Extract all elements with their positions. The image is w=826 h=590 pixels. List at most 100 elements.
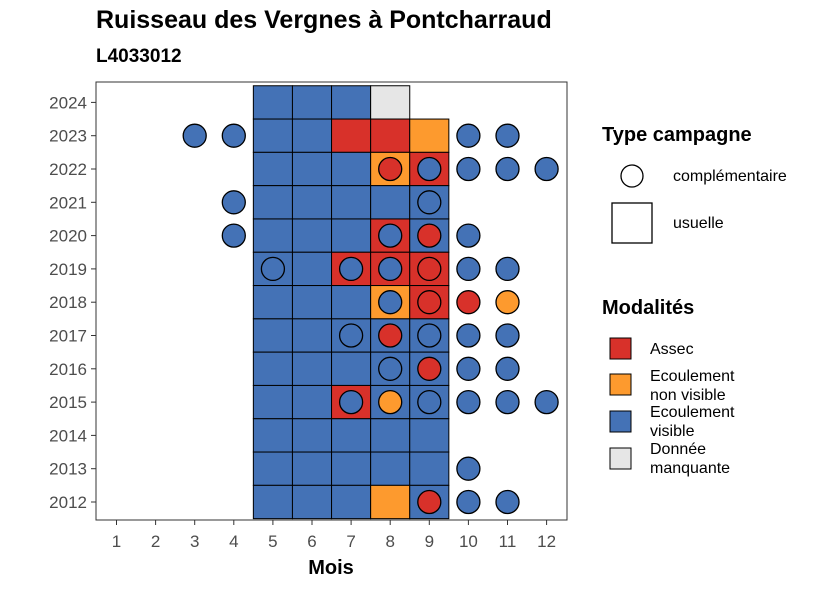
tile-usuelle: [331, 118, 372, 153]
y-tick-label: 2012: [49, 493, 87, 512]
tile-usuelle: [331, 151, 372, 187]
x-tick-label: 10: [459, 532, 478, 551]
point-complementaire: [378, 290, 403, 315]
point-complementaire: [338, 323, 364, 348]
x-axis-label: Mois: [308, 557, 354, 579]
tile-usuelle: [252, 451, 293, 486]
legend-swatch-ecoulement-visible: [609, 410, 632, 433]
point-complementaire: [221, 190, 246, 215]
tile-usuelle: [291, 384, 333, 420]
point-complementaire: [456, 256, 481, 282]
tile-usuelle: [252, 285, 293, 320]
tile-usuelle: [331, 285, 372, 320]
y-tick-label: 2021: [49, 193, 87, 212]
tile-usuelle: [291, 418, 333, 453]
point-complementaire: [534, 389, 559, 415]
tile-usuelle: [370, 418, 411, 453]
x-tick-label: 2: [151, 532, 160, 551]
tile-usuelle: [291, 85, 333, 120]
tile-usuelle: [252, 185, 293, 220]
x-tick-label: 9: [425, 532, 434, 551]
x-axis: 1 2 3 4 5 6 7 8 9 10 11 12: [112, 520, 556, 551]
point-complementaire: [456, 290, 481, 315]
tile-usuelle: [291, 351, 333, 386]
point-complementaire: [260, 256, 286, 282]
point-complementaire: [456, 456, 481, 481]
x-tick-label: 12: [537, 532, 556, 551]
point-complementaire: [378, 156, 403, 182]
point-complementaire: [221, 123, 246, 148]
point-complementaire: [495, 489, 520, 515]
tile-usuelle: [409, 451, 450, 486]
tile-usuelle: [370, 451, 411, 486]
tile-usuelle: [291, 285, 333, 320]
y-tick-label: 2023: [49, 127, 87, 146]
point-complementaire: [417, 156, 442, 182]
tile-usuelle: [409, 118, 450, 153]
legend-type-complementaire: complémentaire: [673, 168, 787, 185]
y-tick-label: 2018: [49, 293, 87, 312]
point-complementaire: [495, 323, 520, 348]
point-complementaire: [417, 256, 442, 282]
chart-title: Ruisseau des Vergnes à Pontcharraud: [96, 6, 552, 34]
legend-type-title: Type campagne: [602, 124, 752, 146]
point-complementaire: [495, 290, 520, 315]
tile-usuelle: [252, 85, 293, 120]
tile-usuelle: [252, 218, 293, 253]
tile-usuelle: [252, 151, 293, 187]
point-complementaire: [417, 323, 442, 348]
tile-usuelle: [331, 185, 372, 220]
point-complementaire: [456, 323, 481, 348]
y-tick-label: 2013: [49, 460, 87, 479]
y-axis: 2012 2013 2014 2015 2016 2017 2018 2019 2020 2021…: [49, 93, 96, 512]
point-complementaire: [534, 156, 559, 182]
point-complementaire: [417, 356, 442, 381]
tile-usuelle: [291, 251, 333, 287]
tile-usuelle: [331, 484, 372, 520]
y-tick-label: 2016: [49, 360, 87, 379]
tile-usuelle: [370, 85, 411, 120]
point-complementaire: [456, 389, 481, 415]
point-complementaire: [378, 389, 403, 415]
point-complementaire: [495, 256, 520, 282]
tile-usuelle: [291, 118, 333, 153]
tile-usuelle: [291, 484, 333, 520]
tile-usuelle: [252, 318, 293, 353]
point-complementaire: [456, 156, 481, 182]
tile-usuelle: [370, 185, 411, 220]
point-complementaire: [456, 223, 481, 248]
legend-swatch-ecoulement-non-visible: [609, 373, 632, 396]
tile-usuelle: [331, 418, 372, 453]
point-complementaire: [495, 123, 520, 148]
legend-shapes: [609, 164, 653, 470]
point-complementaire: [378, 356, 403, 381]
point-complementaire: [417, 223, 442, 248]
point-complementaire: [495, 356, 520, 381]
point-complementaire: [378, 323, 403, 348]
tile-usuelle: [291, 318, 333, 353]
point-complementaire: [456, 489, 481, 515]
point-complementaire: [495, 156, 520, 182]
tile-usuelle: [409, 418, 450, 453]
y-tick-label: 2014: [49, 426, 87, 445]
y-tick-label: 2017: [49, 327, 87, 346]
tile-usuelle: [291, 151, 333, 187]
tile-usuelle: [370, 118, 411, 153]
x-tick-label: 6: [307, 532, 316, 551]
y-tick-label: 2022: [49, 160, 87, 179]
legend-modalites-title: Modalités: [602, 297, 695, 319]
legend-circle-symbol: [620, 164, 644, 188]
chart-subtitle: L4033012: [96, 46, 182, 67]
tile-usuelle: [370, 484, 411, 520]
point-complementaire: [456, 356, 481, 381]
tile-usuelle: [331, 451, 372, 486]
x-tick-label: 4: [229, 532, 238, 551]
tile-usuelle: [252, 384, 293, 420]
point-complementaire: [456, 123, 481, 148]
y-tick-label: 2015: [49, 393, 87, 412]
point-complementaire: [338, 389, 364, 415]
point-complementaire: [495, 389, 520, 415]
point-complementaire: [338, 256, 364, 282]
point-complementaire: [378, 223, 403, 248]
